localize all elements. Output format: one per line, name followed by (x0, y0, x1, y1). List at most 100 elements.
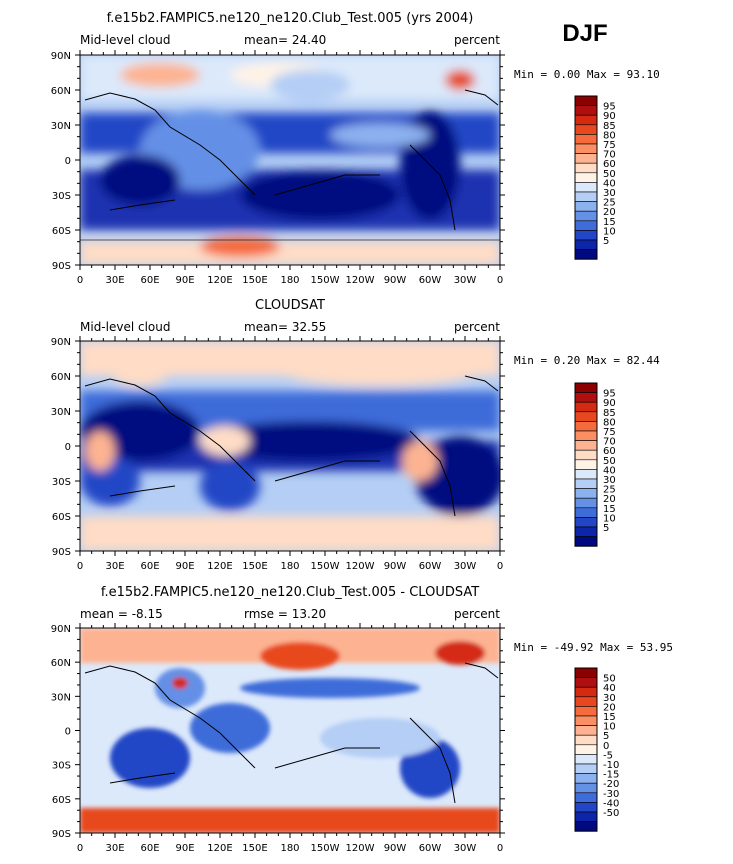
x-tick-label: 0 (77, 843, 83, 854)
y-tick-label: 90S (52, 261, 71, 272)
colorbar-label: -15 (603, 770, 619, 781)
colorbar-label: 85 (603, 121, 616, 132)
colorbar-swatch (574, 124, 598, 135)
colorbar-swatch (574, 210, 598, 222)
colorbar-swatch (574, 114, 598, 126)
units-label: percent (454, 607, 500, 621)
colorbar-swatch (574, 763, 598, 774)
y-tick-label: 60N (51, 86, 71, 97)
x-tick-label: 90W (384, 561, 407, 572)
x-tick-label: 0 (497, 843, 503, 854)
y-tick-label: 90N (51, 51, 71, 62)
colorbar-label: 60 (603, 159, 616, 170)
colorbar-label: -50 (603, 808, 619, 819)
x-tick-label: 30W (454, 561, 477, 572)
colorbar-swatch (574, 162, 598, 174)
colorbar-swatch (574, 249, 598, 260)
colorbar-label: 75 (603, 427, 616, 438)
colorbar-swatch (574, 220, 598, 231)
y-tick-label: 30N (51, 121, 71, 132)
x-tick-label: 120W (346, 561, 375, 572)
colorbar-label: 60 (603, 446, 616, 457)
colorbar-swatch (574, 230, 598, 241)
colorbar-swatch (574, 392, 598, 403)
colorbar-label: 50 (603, 456, 616, 467)
colorbar-swatch (574, 401, 598, 413)
minmax-label: Min = 0.20 Max = 82.44 (514, 354, 660, 367)
x-tick-label: 0 (77, 275, 83, 286)
minmax-label: Min = -49.92 Max = 53.95 (514, 641, 673, 654)
x-tick-label: 120E (207, 843, 232, 854)
colorbar-label: 15 (603, 504, 616, 515)
colorbar-swatch (574, 105, 598, 116)
x-tick-label: 150W (311, 561, 340, 572)
colorbar-label: 10 (603, 513, 616, 524)
colorbar-label: 20 (603, 494, 616, 505)
y-tick-label: 0 (65, 442, 71, 453)
colorbar-swatch (574, 734, 598, 746)
x-tick-label: 0 (497, 275, 503, 286)
colorbar-label: 95 (603, 389, 616, 400)
colorbar-swatch (574, 696, 598, 707)
x-tick-label: 150W (311, 843, 340, 854)
colorbar-label: 5 (603, 731, 609, 742)
colorbar-swatch (574, 382, 598, 393)
colorbar-swatch (574, 507, 598, 518)
y-tick-label: 60N (51, 658, 71, 669)
y-tick-label: 90N (51, 624, 71, 635)
y-tick-label: 60S (52, 795, 71, 806)
panel-cloudsat: CLOUDSAT Mid-level cloud mean= 32.55 per… (51, 298, 660, 572)
x-tick-label: 60W (419, 561, 442, 572)
colorbar-label: 50 (603, 674, 616, 685)
x-axis: 0 30E 60E 90E 120E 150E 180 150W 120W 90W 60W 30W 0 (77, 336, 503, 572)
colorbar-swatch (574, 459, 598, 470)
x-tick-label: 180 (280, 275, 299, 286)
x-tick-label: 30E (105, 561, 124, 572)
y-tick-label: 30N (51, 407, 71, 418)
x-tick-label: 120W (346, 843, 375, 854)
x-tick-label: 180 (280, 561, 299, 572)
colorbar-swatch (574, 526, 598, 537)
x-tick-label: 150E (242, 561, 267, 572)
colorbar-label: -20 (603, 779, 619, 790)
colorbar-swatch (574, 440, 598, 451)
y-tick-label: 30S (52, 761, 71, 772)
y-tick-label: 0 (65, 156, 71, 167)
colorbar-label: 10 (603, 226, 616, 237)
colorbar-label: -10 (603, 760, 619, 771)
panel-title: CLOUDSAT (255, 298, 325, 313)
colorbar-label: 80 (603, 130, 616, 141)
colorbar-swatch (574, 239, 598, 250)
colorbar-label: 5 (603, 236, 609, 247)
colorbar-swatch (574, 517, 598, 528)
colorbar-label: 25 (603, 198, 616, 209)
x-tick-label: 0 (77, 561, 83, 572)
x-tick-label: 150W (311, 275, 340, 286)
x-tick-label: 120E (207, 561, 232, 572)
colorbar-swatch (574, 172, 598, 183)
y-tick-label: 90S (52, 547, 71, 558)
x-tick-label: 90W (384, 275, 407, 286)
colorbar-label: 70 (603, 437, 616, 448)
colorbar-swatch (574, 134, 598, 145)
colorbar-swatch (574, 773, 598, 784)
colorbar-label: 30 (603, 188, 616, 199)
map-field (79, 340, 501, 552)
colorbar-swatch (574, 754, 598, 765)
panel-title: f.e15b2.FAMPIC5.ne120_ne120.Club_Test.00… (107, 11, 474, 26)
y-tick-label: 30S (52, 477, 71, 488)
colorbar-label: 40 (603, 465, 616, 476)
colorbar-label: 40 (603, 683, 616, 694)
x-tick-label: 30E (105, 843, 124, 854)
colorbar-swatch (574, 488, 598, 499)
colorbar-label: 0 (603, 741, 609, 752)
x-tick-label: 120W (346, 275, 375, 286)
colorbar-label: 30 (603, 693, 616, 704)
colorbar-swatch (574, 782, 598, 794)
colorbar-label: 40 (603, 178, 616, 189)
colorbar-label: 5 (603, 523, 609, 534)
colorbar-swatch (574, 497, 598, 509)
rmse-label: rmse = 13.20 (244, 607, 326, 621)
